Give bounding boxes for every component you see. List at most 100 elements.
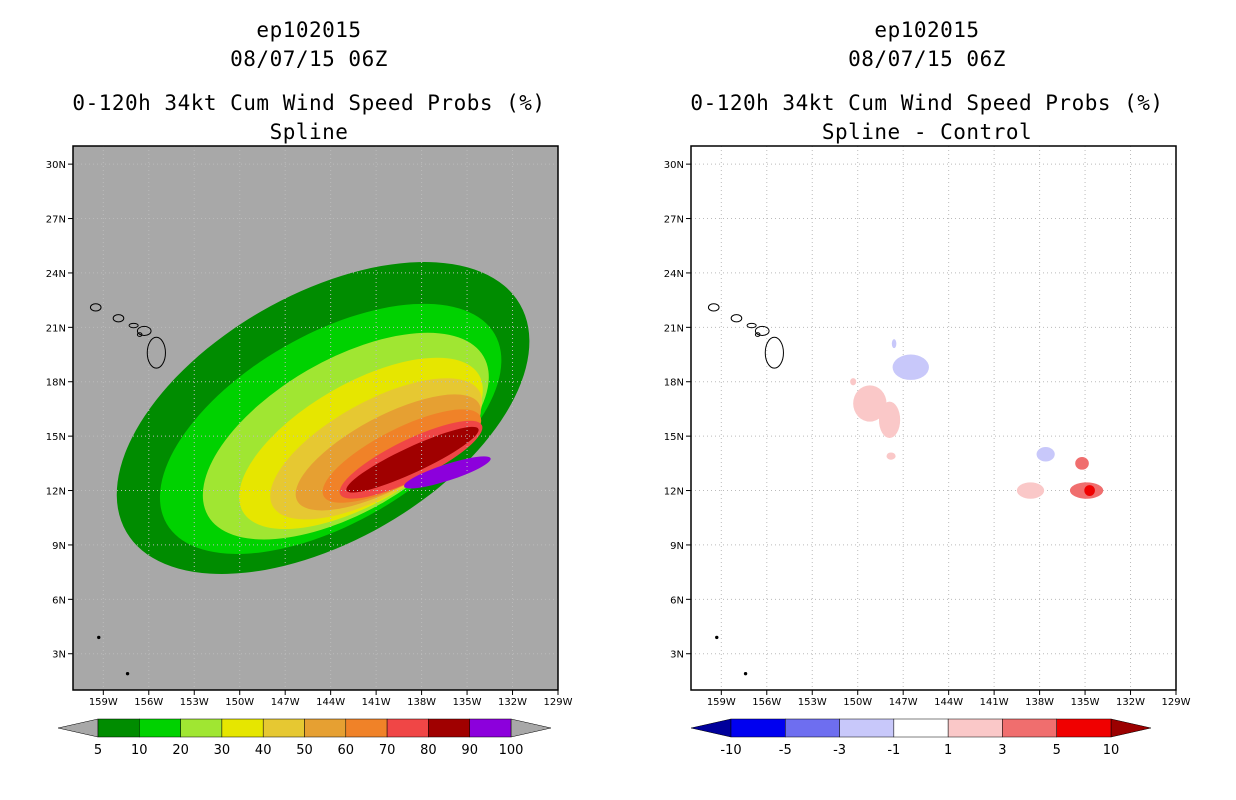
y-tick-label: 18N (46, 378, 66, 389)
y-tick-label: 6N (670, 595, 684, 606)
x-tick-label: 135W (453, 697, 482, 708)
colorbar-label: 10 (131, 743, 148, 758)
atoll (715, 635, 719, 640)
chart-title: 0-120h 34kt Cum Wind Speed Probs (%) (72, 91, 546, 115)
colorbar-swatch (839, 718, 895, 738)
y-tick-label: 24N (664, 269, 684, 280)
colorbar-label: -10 (720, 743, 741, 758)
colorbar-label: 10 (1103, 743, 1120, 758)
island (136, 325, 152, 336)
y-tick-label: 30N (46, 160, 66, 171)
y-tick-label: 27N (46, 215, 66, 226)
positive-difference-blob (1075, 456, 1089, 470)
colorbar-label: 3 (998, 743, 1006, 758)
hawaii-coastline (89, 303, 166, 676)
y-tick-label: 27N (664, 215, 684, 226)
island (746, 322, 757, 329)
hawaii-coastline (707, 303, 784, 676)
x-tick-label: 138W (1025, 697, 1054, 708)
datetime: 08/07/15 06Z (848, 47, 1006, 71)
colorbar-label: 20 (172, 743, 189, 758)
x-tick-label: 147W (271, 697, 300, 708)
x-tick-label: 150W (843, 697, 872, 708)
colorbar-swatch (1002, 718, 1057, 738)
atoll (125, 671, 130, 676)
colorbar-swatch (947, 718, 1003, 738)
positive-difference-blob (853, 385, 887, 422)
colorbar-right-arrow (1110, 718, 1152, 738)
island (136, 332, 143, 337)
colorbar: 5 10 20 30 40 50 60 70 80 90 100 (57, 718, 552, 758)
y-tick-label: 30N (664, 160, 684, 171)
y-tick-label: 24N (46, 269, 66, 280)
x-tick-label: 129W (1162, 697, 1191, 708)
colorbar-label: 30 (214, 743, 231, 758)
negative-difference-blob (891, 339, 897, 349)
colorbar-swatch (262, 718, 305, 738)
y-tick-label: 6N (52, 595, 66, 606)
colorbar-swatch (180, 718, 223, 738)
colorbar: -10 -5 -3 -1 1 3 5 10 (690, 718, 1152, 758)
x-tick-label: 147W (889, 697, 918, 708)
x-tick-label: 156W (752, 697, 781, 708)
grid-lines (73, 146, 559, 690)
colorbar-left-arrow (57, 718, 99, 738)
plot-frame (690, 145, 1177, 691)
x-tick-label: 141W (980, 697, 1009, 708)
island (754, 332, 761, 337)
colorbar-swatch (785, 718, 840, 738)
y-tick-label: 15N (46, 432, 66, 443)
chart-subtitle: Spline (269, 120, 349, 144)
island (707, 303, 720, 312)
y-tick-label: 3N (670, 650, 684, 661)
colorbar-label: 60 (338, 743, 355, 758)
atoll (743, 671, 748, 676)
y-tick-label: 21N (664, 323, 684, 334)
island (764, 336, 784, 369)
map-background (691, 146, 1176, 690)
x-tick-label: 159W (89, 697, 118, 708)
x-tick-label: 141W (362, 697, 391, 708)
colorbar-label: 50 (296, 743, 313, 758)
y-tick-label: 9N (670, 541, 684, 552)
positive-difference-blob (1084, 485, 1095, 496)
grid-lines (691, 146, 1177, 690)
colorbar-label: 100 (499, 743, 524, 758)
y-tick-label: 18N (664, 378, 684, 389)
probability-contours (116, 262, 530, 574)
island (89, 303, 102, 312)
x-tick-label: 138W (407, 697, 436, 708)
y-tick-label: 15N (664, 432, 684, 443)
atoll (97, 635, 101, 640)
x-tick-label: 156W (134, 697, 163, 708)
x-tick-label: 144W (316, 697, 345, 708)
y-tick-label: 9N (52, 541, 66, 552)
contour-band-90 (404, 456, 491, 489)
chart-subtitle: Spline - Control (821, 120, 1033, 144)
colorbar-swatch (893, 718, 949, 738)
y-tick-label: 12N (46, 487, 66, 498)
y-tick-label: 3N (52, 650, 66, 661)
plot-frame (72, 145, 559, 691)
positive-difference-blob (850, 378, 857, 386)
spline-map: 159W 156W 153W 150W 147W 144W 141W 138W 135W 132W… (46, 145, 573, 758)
colorbar-swatch (221, 718, 264, 738)
colorbar-swatch (1056, 718, 1112, 738)
positive-difference-blob (886, 452, 896, 460)
colorbar-label: 80 (420, 743, 437, 758)
x-tick-label: 153W (798, 697, 827, 708)
colorbar-right-arrow (510, 718, 552, 738)
colorbar-swatch (386, 718, 429, 738)
colorbar-label: 90 (461, 743, 478, 758)
island (754, 325, 770, 336)
colorbar-label: -1 (887, 743, 900, 758)
y-tick-label: 21N (46, 323, 66, 334)
colorbar-swatch (428, 718, 470, 738)
colorbar-left-arrow (690, 718, 732, 738)
colorbar-label: 1 (944, 743, 952, 758)
colorbar-label: -3 (833, 743, 846, 758)
colorbar-swatch (304, 718, 347, 738)
colorbar-swatch (730, 718, 786, 738)
negative-difference-blob (892, 354, 929, 380)
x-tick-label: 132W (1116, 697, 1145, 708)
